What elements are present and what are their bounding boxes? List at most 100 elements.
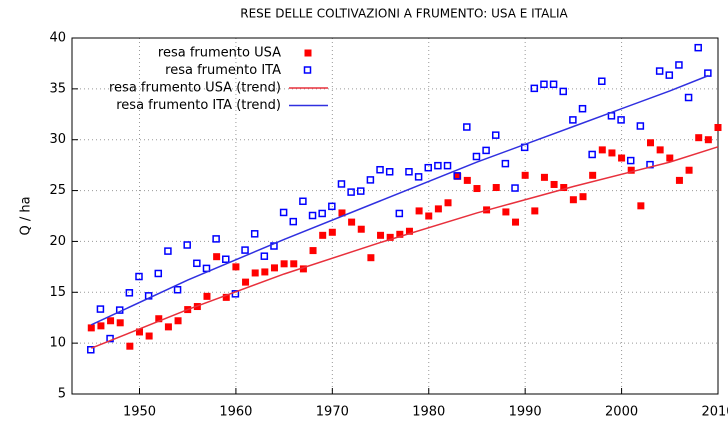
point [425, 212, 433, 220]
point [675, 176, 683, 184]
y-tick-label: 30 [49, 132, 66, 147]
point [299, 197, 307, 206]
point [125, 289, 134, 297]
y-tick-label: 20 [49, 234, 66, 249]
point [366, 176, 375, 184]
point [405, 168, 413, 176]
point [280, 260, 288, 268]
point [714, 124, 722, 132]
chart-title: RESE DELLE COLTIVAZIONI A FRUMENTO: USA … [240, 7, 568, 21]
point [694, 43, 702, 52]
point [549, 80, 558, 89]
point [174, 317, 182, 325]
legend-label: resa frumento USA (trend) [109, 81, 281, 96]
point [589, 171, 597, 179]
point [328, 228, 336, 236]
point [135, 272, 143, 281]
y-axis-label: Q / ha [19, 196, 34, 235]
point [222, 293, 230, 301]
point [97, 322, 105, 330]
point [116, 319, 124, 327]
point [579, 193, 587, 201]
point [106, 334, 114, 343]
legend-label: resa frumento ITA (trend) [116, 98, 281, 113]
trend-line [91, 146, 719, 349]
y-tick-label: 10 [49, 336, 66, 351]
point [626, 156, 635, 165]
point [87, 346, 95, 354]
point [154, 269, 163, 278]
point [87, 324, 95, 332]
x-tick-label: 1950 [123, 405, 156, 420]
point [213, 253, 221, 261]
point [598, 77, 606, 85]
point [502, 208, 510, 216]
point [318, 209, 326, 218]
legend-swatch [303, 66, 312, 74]
x-tick-label: 1980 [412, 405, 445, 420]
legend-label: resa frumento ITA [165, 63, 281, 78]
point [443, 161, 452, 170]
point [193, 259, 201, 268]
point [357, 187, 365, 195]
point [444, 199, 452, 207]
point [309, 247, 317, 255]
point [540, 173, 548, 181]
point [328, 202, 336, 211]
point [377, 231, 385, 239]
point [550, 180, 558, 188]
y-tick-label: 40 [49, 31, 66, 46]
x-tick-label: 1960 [219, 405, 252, 420]
point [434, 161, 442, 170]
point [578, 104, 587, 113]
point [222, 255, 230, 263]
point [357, 225, 365, 233]
point [173, 286, 182, 294]
point [96, 305, 105, 313]
x-tick-label: 1970 [316, 405, 349, 420]
plot-border [71, 37, 719, 395]
point [261, 268, 269, 276]
point [126, 342, 134, 350]
point [164, 323, 172, 331]
point [232, 263, 240, 271]
y-tick-label: 15 [49, 285, 66, 300]
point [260, 252, 269, 260]
point [367, 254, 375, 262]
point [299, 265, 307, 273]
point [608, 149, 616, 157]
point [473, 185, 481, 193]
point [569, 116, 577, 124]
point [145, 332, 153, 340]
point [203, 292, 211, 300]
point [405, 227, 413, 235]
point [338, 209, 346, 217]
point [241, 246, 249, 254]
point [655, 67, 664, 75]
point [482, 146, 490, 155]
point [454, 172, 462, 180]
legend-label: resa frumento USA [158, 46, 281, 61]
x-tick-label: 1990 [509, 405, 542, 420]
point [530, 84, 539, 93]
point [627, 166, 635, 174]
point [665, 71, 674, 79]
point [348, 218, 356, 226]
y-tick-label: 35 [49, 81, 66, 96]
point [636, 122, 645, 130]
point [647, 139, 655, 147]
point [415, 207, 423, 215]
point [491, 131, 500, 139]
point [347, 188, 355, 196]
point [376, 165, 384, 174]
point [434, 205, 442, 213]
point [521, 171, 529, 179]
point [559, 87, 567, 96]
point [453, 172, 461, 180]
point [618, 154, 626, 162]
x-tick-label: 2000 [605, 405, 638, 420]
point [251, 269, 259, 277]
point [472, 152, 481, 161]
point [656, 146, 664, 154]
point [242, 278, 250, 286]
